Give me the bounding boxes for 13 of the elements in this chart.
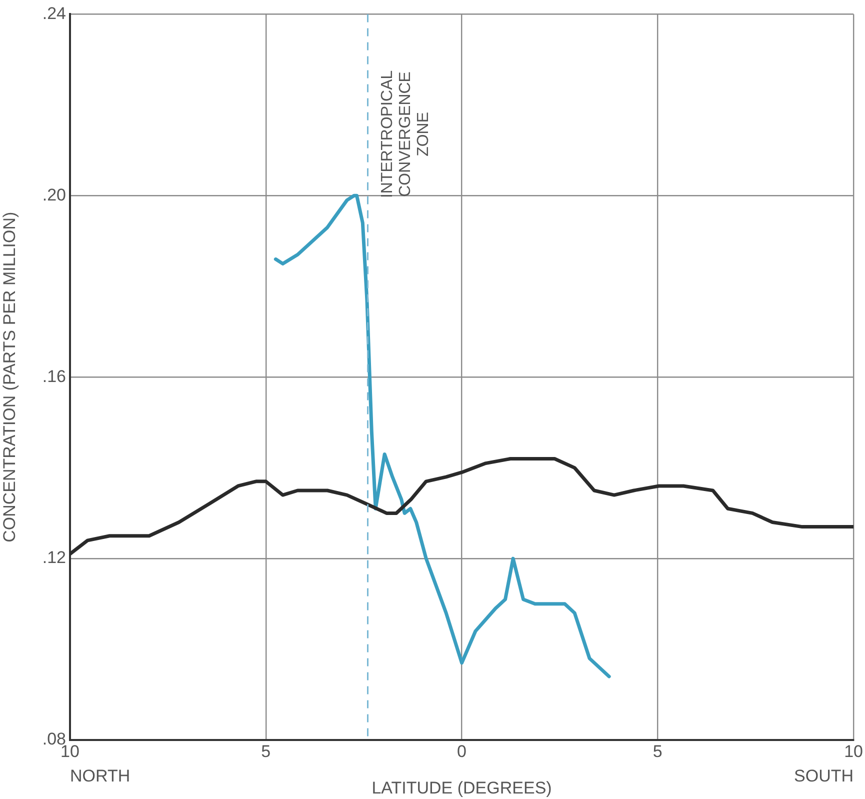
x-axis-title: LATITUDE (DEGREES) — [372, 778, 552, 798]
ref-line-label: INTERTROPICAL CONVERGENCE ZONE — [379, 70, 432, 198]
text: SOUTH — [794, 766, 854, 786]
y-tick-label: .20 — [42, 185, 66, 204]
x-tick-label: 5 — [652, 742, 662, 761]
x-tick-label: 10 — [844, 742, 864, 761]
y-tick-label: .16 — [42, 366, 66, 386]
text: NORTH — [70, 766, 130, 786]
y-tick-label: .12 — [42, 548, 66, 568]
y-tick-label: .24 — [42, 4, 66, 23]
x-tick-label: 5 — [261, 742, 271, 761]
y-axis-title: CONCENTRATION (PARTS PER MILLION) — [0, 212, 19, 542]
x-tick-label: 0 — [457, 742, 467, 761]
